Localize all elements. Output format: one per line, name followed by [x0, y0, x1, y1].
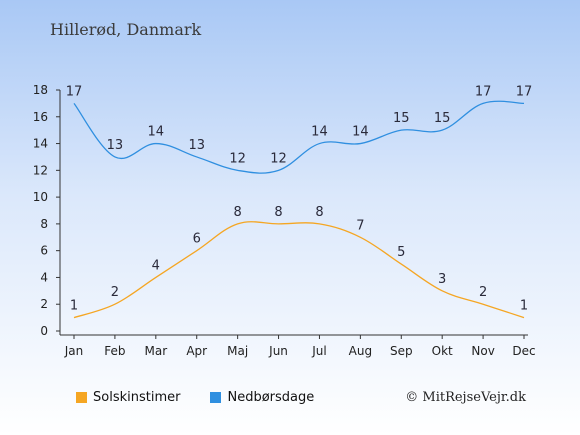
- y-tick-label: 18: [33, 83, 48, 97]
- y-tick-label: 14: [33, 137, 48, 151]
- x-tick-label: Sep: [390, 344, 413, 358]
- y-tick-label: 4: [40, 270, 48, 284]
- y-tick-label: 16: [33, 110, 48, 124]
- x-tick-label: Maj: [227, 344, 248, 358]
- data-label: 17: [66, 84, 83, 99]
- data-label: 1: [520, 299, 528, 314]
- credit-text: © MitRejseVejr.dk: [405, 390, 526, 405]
- series-line-0: [73, 221, 525, 319]
- data-label: 2: [479, 285, 487, 300]
- y-tick-label: 2: [40, 297, 48, 311]
- x-tick-label: Jul: [311, 344, 326, 358]
- legend-item-sun: Solskinstimer: [76, 390, 180, 405]
- x-tick-label: Jun: [268, 344, 288, 358]
- data-label: 17: [475, 84, 492, 99]
- data-label: 15: [393, 111, 410, 126]
- data-label: 4: [152, 258, 160, 273]
- x-tick-label: Apr: [186, 344, 207, 358]
- series-layer: [73, 100, 525, 319]
- x-tick-label: Aug: [349, 344, 372, 358]
- data-label: 12: [229, 151, 246, 166]
- data-label: 8: [315, 205, 323, 220]
- data-label: 1: [70, 299, 78, 314]
- legend-label-rain: Nedbørsdage: [227, 390, 315, 405]
- y-tick-label: 12: [33, 163, 48, 177]
- data-label: 12: [270, 151, 287, 166]
- y-tick-label: 8: [40, 217, 48, 231]
- x-tick-label: Nov: [471, 344, 494, 358]
- x-tick-label: Jan: [64, 344, 84, 358]
- x-tick-label: Okt: [432, 344, 453, 358]
- legend-swatch-sun: [76, 392, 87, 403]
- y-tick-label: 10: [33, 190, 48, 204]
- data-label: 8: [274, 205, 282, 220]
- data-label: 17: [516, 84, 533, 99]
- legend-label-sun: Solskinstimer: [93, 390, 181, 405]
- x-tick-label: Mar: [144, 344, 167, 358]
- legend: Solskinstimer Nedbørsdage: [76, 390, 314, 405]
- data-label: 5: [397, 245, 405, 260]
- x-tick-label: Dec: [512, 344, 535, 358]
- x-tick-label: Feb: [104, 344, 125, 358]
- data-label: 6: [193, 232, 201, 247]
- data-label: 7: [356, 218, 364, 233]
- data-label: 3: [438, 272, 446, 287]
- data-label: 13: [188, 138, 205, 153]
- legend-item-rain: Nedbørsdage: [210, 390, 314, 405]
- data-label: 14: [352, 125, 369, 140]
- series-line-1: [73, 100, 525, 174]
- data-label: 13: [107, 138, 124, 153]
- chart-title: Hillerød, Danmark: [50, 20, 202, 39]
- data-label: 2: [111, 285, 119, 300]
- data-label: 14: [148, 125, 165, 140]
- y-tick-label: 6: [40, 244, 48, 258]
- data-label: 14: [311, 125, 328, 140]
- data-label: 8: [233, 205, 241, 220]
- legend-swatch-rain: [210, 392, 222, 403]
- data-label: 15: [434, 111, 451, 126]
- y-tick-label: 0: [40, 324, 48, 338]
